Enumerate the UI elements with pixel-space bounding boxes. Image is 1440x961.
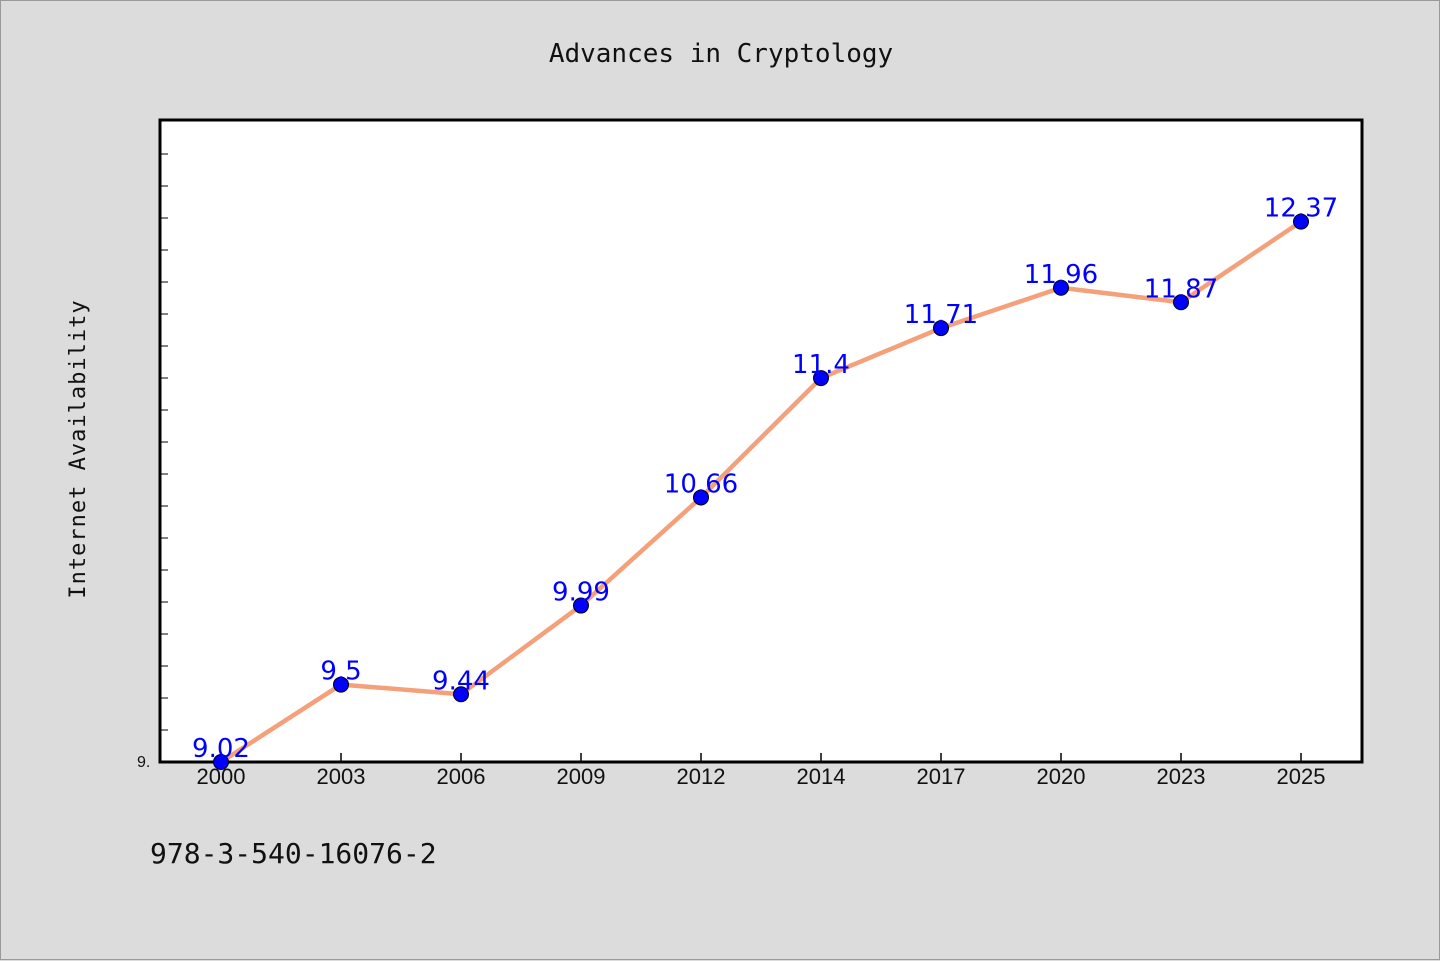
data-label: 9.99 [552, 578, 610, 608]
footer-isbn: 978-3-540-16076-2 [150, 837, 437, 870]
y-axis-label: Internet Availability [66, 299, 91, 598]
x-tick-label: 2012 [677, 764, 726, 789]
x-tick-label: 2025 [1277, 764, 1326, 789]
data-labels-group: 9.02 9.5 9.44 9.99 10.66 11.4 11.71 11.96 11.87 1… [192, 194, 1338, 764]
data-label: 12.37 [1264, 194, 1338, 224]
x-tick-label: 2020 [1037, 764, 1086, 789]
y-axis-tick-labels: 9. [137, 754, 150, 771]
y-axis-ticks [160, 153, 168, 731]
data-label: 10.66 [664, 469, 738, 499]
data-point-marker [1293, 213, 1309, 230]
data-point-marker [1053, 279, 1069, 296]
x-tick-label: 2003 [317, 764, 366, 789]
x-tick-label: 2023 [1157, 764, 1206, 789]
data-point-marker [813, 370, 829, 387]
series-markers-group [213, 213, 1309, 770]
data-point-marker [1173, 294, 1189, 311]
chart-title: Advances in Cryptology [549, 39, 893, 69]
x-tick-label: 2009 [557, 764, 606, 789]
data-point-marker [933, 320, 949, 337]
x-tick-label: 2014 [797, 764, 846, 789]
data-label: 11.96 [1024, 260, 1098, 290]
x-axis-tick-labels: 2000 2003 2006 2009 2012 2014 2017 2020 2023 2025 [197, 764, 1326, 789]
x-tick-label: 2017 [917, 764, 966, 789]
x-tick-label: 2006 [437, 764, 486, 789]
series-line [218, 219, 1304, 765]
x-axis-ticks [220, 753, 1302, 762]
data-label: 11.4 [792, 350, 850, 380]
data-label: 9.02 [192, 734, 250, 764]
data-label: 9.5 [320, 657, 361, 687]
data-point-marker [573, 597, 589, 614]
data-label: 11.87 [1144, 274, 1218, 304]
data-point-marker [213, 754, 229, 770]
data-point-marker [453, 686, 469, 703]
data-point-marker [693, 489, 709, 506]
series-line-group [218, 219, 1304, 765]
y-tick-label: 9. [137, 754, 150, 771]
plot-area [158, 118, 1364, 764]
data-label: 9.44 [432, 666, 490, 696]
data-point-marker [333, 676, 349, 693]
data-label: 11.71 [904, 300, 978, 330]
